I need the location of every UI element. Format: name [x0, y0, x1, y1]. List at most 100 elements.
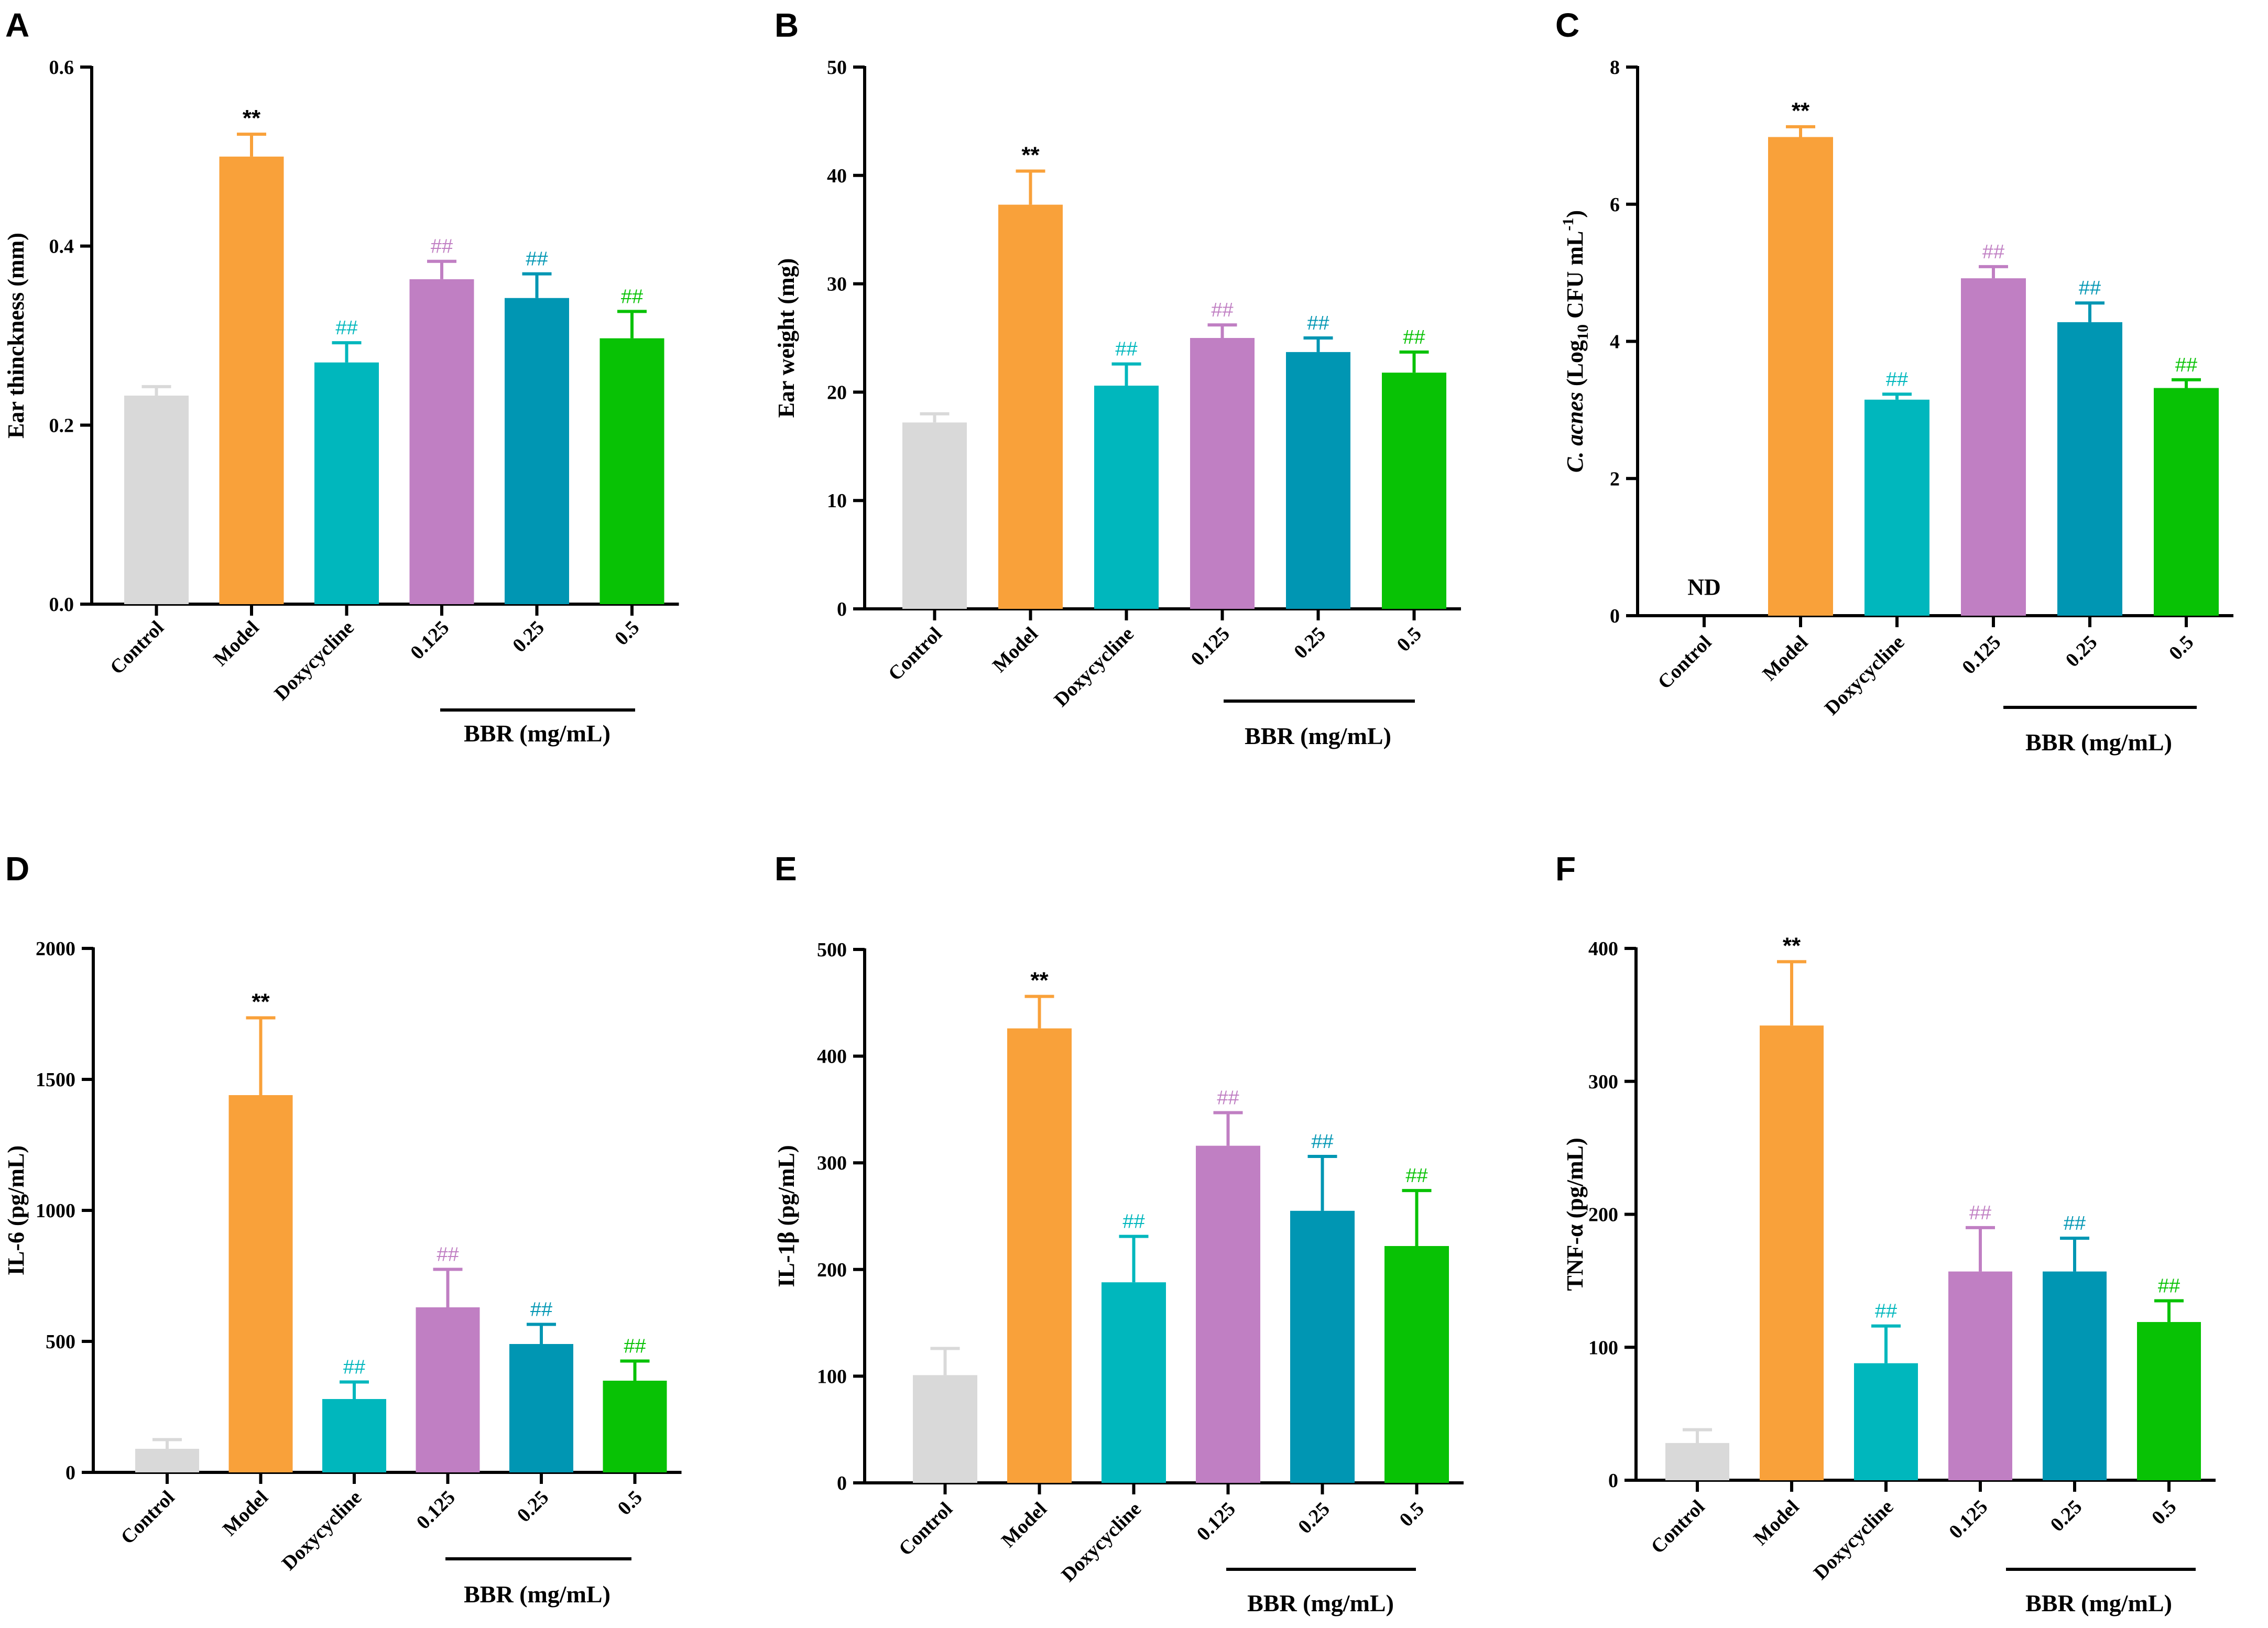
bar-model	[1007, 1028, 1072, 1483]
y-tick-label: 0.4	[49, 236, 74, 258]
category-label: 0.25	[1290, 623, 1330, 663]
y-tick-label: 0.0	[49, 594, 74, 616]
category-label: Doxycycline	[1050, 623, 1138, 712]
y-tick-label: 200	[1588, 1204, 1618, 1226]
y-tick-label: 100	[1588, 1337, 1618, 1359]
panel-f: F 0 100 200 300 400 TNF-α (pg/mL) Control ** Mode…	[1555, 850, 2216, 1616]
panel-letter: F	[1555, 850, 1576, 888]
bar-0-5	[599, 338, 664, 604]
bar-0-5	[1384, 1246, 1449, 1483]
category-label: Control	[884, 623, 946, 685]
category-label: Model	[219, 1487, 272, 1540]
bar-0-5	[2154, 388, 2219, 616]
significance-label: ##	[1403, 326, 1425, 348]
significance-label: ##	[530, 1299, 552, 1321]
y-tick-label: 0.2	[49, 414, 74, 436]
significance-label: ##	[1969, 1202, 1991, 1224]
category-label: 0.125	[406, 617, 453, 664]
significance-label: **	[1792, 98, 1810, 124]
y-axis-title: C. acnes (Log10 CFU mL-1)	[1560, 210, 1591, 473]
significance-label: ##	[1982, 241, 2004, 263]
y-tick-label: 40	[827, 165, 847, 187]
bar-0-25	[509, 1344, 573, 1472]
category-label: Doxycycline	[1809, 1496, 1898, 1585]
y-tick-label: 1000	[36, 1200, 75, 1222]
category-label: Model	[997, 1498, 1051, 1552]
significance-label: ##	[1122, 1211, 1144, 1233]
y-tick-label: 8	[1610, 57, 1620, 79]
panel-c: C 0 2 4 6 8 C. acnes (Log10 CFU mL-1) ND Control…	[1555, 6, 2233, 756]
y-tick-label: 0	[66, 1462, 75, 1484]
y-axis-title: IL-6 (pg/mL)	[3, 1145, 29, 1275]
y-tick-label: 0	[1608, 1470, 1618, 1492]
category-label: 0.5	[610, 617, 644, 650]
y-tick-label: 6	[1610, 194, 1620, 216]
y-axis-title: Ear weight (mg)	[773, 258, 799, 418]
category-label: Control	[895, 1498, 957, 1560]
category-label: 0.25	[513, 1487, 553, 1527]
nd-label: ND	[1687, 574, 1721, 600]
category-label: Control	[1654, 631, 1716, 694]
significance-label: ##	[335, 317, 357, 339]
category-label: 0.5	[1395, 1498, 1429, 1531]
bar-model	[1768, 137, 1833, 616]
significance-label: ##	[2175, 354, 2197, 376]
y-tick-label: 2000	[36, 938, 75, 960]
significance-label: ##	[526, 248, 548, 270]
y-tick-label: 4	[1610, 331, 1620, 353]
y-tick-label: 200	[817, 1259, 847, 1281]
panel-letter: D	[5, 850, 29, 888]
panel-d: D 0 500 1000 1500 2000 IL-6 (pg/mL) Control ** Mo…	[3, 850, 682, 1608]
category-label: 0.25	[508, 617, 549, 657]
significance-label: ##	[1311, 1131, 1333, 1153]
bar-model	[1760, 1025, 1824, 1480]
bar-0-125	[1196, 1145, 1260, 1483]
bar-doxycycline	[322, 1399, 386, 1472]
bar-model	[998, 204, 1063, 609]
bar-0-25	[1286, 352, 1350, 609]
bar-0-125	[1190, 338, 1255, 609]
category-label: 0.25	[2062, 631, 2102, 672]
significance-label: **	[243, 105, 261, 131]
category-label: Control	[1647, 1496, 1709, 1558]
category-label: Doxycycline	[278, 1487, 366, 1575]
bar-doxycycline	[314, 362, 379, 604]
category-label: 0.125	[1958, 631, 2005, 679]
category-label: 0.5	[2165, 631, 2198, 664]
category-label: 0.5	[1393, 623, 1426, 656]
category-label: 0.125	[412, 1487, 460, 1534]
panel-e: E 0 100 200 300 400 500 IL-1β (pg/mL) Control ** M…	[773, 850, 1464, 1616]
bar-model	[219, 156, 284, 604]
y-tick-label: 2	[1610, 468, 1620, 490]
bar-control	[902, 422, 967, 609]
bar-0-5	[2137, 1322, 2201, 1480]
category-label: Doxycycline	[270, 617, 358, 705]
category-label: Doxycycline	[1057, 1498, 1146, 1587]
y-tick-label: 500	[817, 939, 847, 961]
significance-label: ##	[1115, 338, 1137, 360]
panel-letter: E	[775, 850, 797, 888]
y-tick-label: 10	[827, 490, 847, 512]
significance-label: ##	[1886, 368, 1908, 390]
y-tick-label: 20	[827, 381, 847, 403]
significance-label: ##	[1307, 312, 1329, 334]
group-label: BBR (mg/mL)	[464, 1581, 610, 1608]
y-tick-label: 400	[817, 1046, 847, 1068]
bar-control	[135, 1449, 199, 1472]
significance-label: **	[252, 989, 270, 1015]
bar-doxycycline	[1102, 1282, 1166, 1483]
significance-label: **	[1030, 968, 1049, 993]
bar-0-5	[603, 1381, 667, 1472]
bar-0-125	[1961, 278, 2026, 616]
bar-0-125	[409, 279, 474, 604]
group-label: BBR (mg/mL)	[2025, 1590, 2172, 1616]
y-axis-title: TNF-α (pg/mL)	[1562, 1138, 1588, 1291]
y-tick-label: 100	[817, 1365, 847, 1387]
bar-0-125	[416, 1307, 480, 1472]
category-label: 0.125	[1187, 623, 1234, 670]
significance-label: ##	[1217, 1087, 1239, 1109]
category-label: Model	[210, 617, 264, 671]
y-tick-label: 400	[1588, 938, 1618, 960]
y-tick-label: 0	[837, 1472, 847, 1494]
